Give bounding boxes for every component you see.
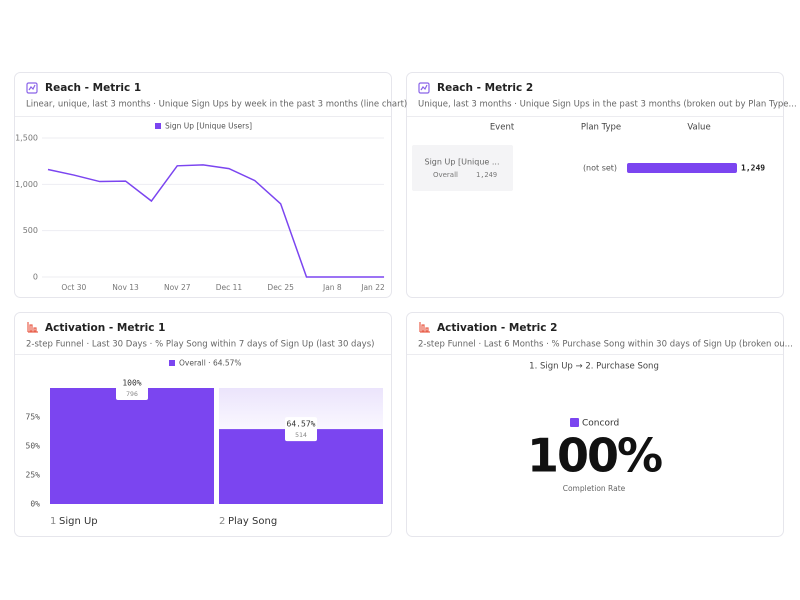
y-tick-label: 1,500	[15, 134, 38, 143]
y-tick-label: 25%	[26, 471, 41, 480]
bar	[219, 429, 383, 504]
column-header: Plan Type	[581, 123, 621, 133]
x-tick-label: Play Song	[228, 516, 277, 527]
y-tick-label: 1,000	[15, 180, 38, 189]
y-tick-label: 500	[23, 226, 38, 235]
count-label: 514	[295, 431, 307, 439]
card-title: Reach - Metric 2	[437, 82, 533, 94]
value-label: 64.57%	[287, 420, 316, 429]
card-title: Activation - Metric 1	[45, 322, 165, 334]
y-tick-label: 0%	[30, 500, 40, 509]
label-box	[116, 376, 148, 400]
column-header: Value	[687, 123, 710, 133]
funnel-icon	[27, 322, 38, 333]
card-subtitle: Unique, last 3 months · Unique Sign Ups …	[418, 100, 797, 110]
y-tick-label: 50%	[26, 442, 41, 451]
x-tick-label: Nov 13	[112, 283, 139, 292]
legend-swatch	[169, 360, 175, 366]
card-title: Activation - Metric 2	[437, 322, 557, 334]
line-icon	[26, 82, 38, 94]
legend-label: Overall · 64.57%	[179, 359, 242, 368]
legend-label: Sign Up [Unique Users]	[165, 122, 252, 131]
x-tick-label: Sign Up	[59, 516, 98, 527]
legend-label: Concord	[582, 419, 619, 429]
plan-type: (not set)	[583, 164, 617, 173]
card-title: Reach - Metric 1	[45, 82, 141, 94]
card	[14, 72, 392, 298]
column-header: Event	[490, 123, 515, 133]
label-box	[285, 417, 317, 442]
y-tick-label: 0	[33, 273, 38, 282]
card	[406, 72, 784, 298]
card-subtitle: Linear, unique, last 3 months · Unique S…	[26, 100, 407, 110]
x-tick-label: Jan 8	[322, 283, 342, 292]
x-tick-label: Dec 11	[216, 283, 243, 292]
x-tick-label: Nov 27	[164, 283, 191, 292]
legend-swatch	[155, 123, 161, 129]
step-number: 1	[50, 516, 56, 527]
step-number: 2	[219, 516, 225, 527]
funnel-icon	[419, 322, 430, 333]
card	[406, 312, 784, 537]
metric-caption: Completion Rate	[563, 484, 626, 493]
bar	[627, 163, 737, 173]
count-label: 796	[126, 390, 138, 398]
value-label: 100%	[122, 379, 141, 388]
x-tick-label: Jan 22	[360, 283, 385, 292]
line-icon	[418, 82, 430, 94]
card-subtitle: 2-step Funnel · Last 6 Months · % Purcha…	[418, 340, 793, 350]
line-series	[47, 164, 385, 278]
x-tick-label: Dec 25	[267, 283, 294, 292]
event-label: Sign Up [Unique ...	[425, 158, 500, 167]
bar	[50, 388, 214, 504]
legend-swatch	[570, 418, 579, 427]
metric-value: 100%	[527, 429, 662, 483]
x-tick-label: Oct 30	[61, 283, 86, 292]
value-label: 1,249	[741, 164, 765, 173]
event-cell	[412, 145, 513, 191]
card-subtitle: 2-step Funnel · Last 30 Days · % Play So…	[26, 340, 374, 350]
steps-label: 1. Sign Up → 2. Purchase Song	[529, 362, 659, 372]
event-detail: Overall	[433, 171, 458, 179]
event-total: 1,249	[476, 171, 497, 179]
y-tick-label: 75%	[26, 413, 41, 422]
